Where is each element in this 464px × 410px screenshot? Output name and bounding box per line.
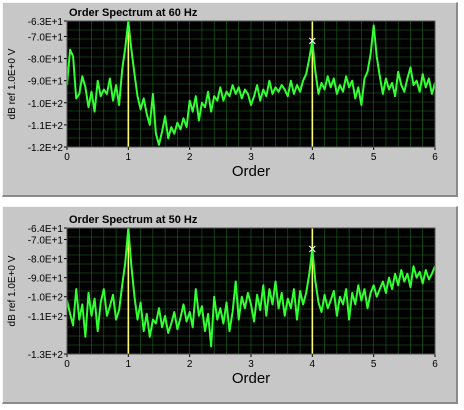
- chart-panel-60hz: Order Spectrum at 60 Hz -6.3E+1 -7.0E+1 -8.…: [2, 2, 458, 197]
- y-axis-label: dB ref 1.0E+0 V: [7, 48, 18, 119]
- x-axis-label: Order: [232, 163, 270, 180]
- chart-50hz: Order Spectrum at 50 Hz -6.4E+1-7.0E+1 -8.…: [7, 214, 438, 387]
- chart-panel-50hz: Order Spectrum at 50 Hz -6.4E+1 -7.0E+1 -8.…: [2, 206, 458, 404]
- x-tick-label: 5: [371, 152, 377, 163]
- marker-stroke: [308, 245, 316, 253]
- y-tick-label: -6.3E+1: [28, 17, 64, 28]
- x-tick-label: 0: [64, 152, 70, 163]
- cursor-marker: [308, 37, 316, 45]
- y-tick-label: -8.0E+1: [28, 55, 64, 66]
- x-tick-label: 3: [248, 359, 254, 370]
- chart-title: Order Spectrum at 60 Hz: [69, 7, 198, 19]
- y-tick-label: -1.0E+2: [28, 293, 64, 304]
- y-axis-label: dB ref 1.0E+0 V: [7, 255, 18, 326]
- x-tick-label: 2: [187, 359, 193, 370]
- y-tick-label: -7.0E+1: [28, 32, 64, 43]
- y-tick-label: -9.0E+1: [28, 77, 64, 88]
- y-tick-label: -8.0E+1: [28, 255, 64, 266]
- plot-border: [66, 20, 436, 148]
- chart-title: Order Spectrum at 50 Hz: [69, 214, 198, 226]
- x-tick-label: 0: [64, 359, 70, 370]
- y-tick-label: -1.2E+2: [28, 143, 64, 154]
- x-tick-label: 1: [126, 359, 132, 370]
- x-tick-label: 6: [432, 152, 438, 163]
- x-tick-label: 1: [126, 152, 132, 163]
- marker-stroke: [308, 37, 316, 45]
- y-tick-label: -6.4E+1: [28, 224, 64, 235]
- x-axis-label: Order: [232, 370, 270, 387]
- x-tick-label: 5: [371, 359, 377, 370]
- y-tick-label: -1.1E+2: [28, 312, 64, 323]
- x-tick-label: 6: [432, 359, 438, 370]
- y-tick-label: -9.0E+1: [28, 274, 64, 285]
- x-tick-label: 4: [310, 152, 316, 163]
- x-tick-label: 4: [310, 359, 316, 370]
- chart-60hz: Order Spectrum at 60 Hz -6.3E+1 -7.0E+1 -8.…: [7, 7, 438, 180]
- x-tick-label: 2: [187, 152, 193, 163]
- y-tick-label: -1.0E+2: [28, 99, 64, 110]
- cursor-marker: [308, 245, 316, 253]
- x-tick-label: 3: [248, 152, 254, 163]
- plot-border: [66, 227, 436, 355]
- y-tick-label: -1.3E+2: [28, 350, 64, 361]
- y-tick-label: -1.1E+2: [28, 121, 64, 132]
- y-tick-label: -7.0E+1: [28, 235, 64, 246]
